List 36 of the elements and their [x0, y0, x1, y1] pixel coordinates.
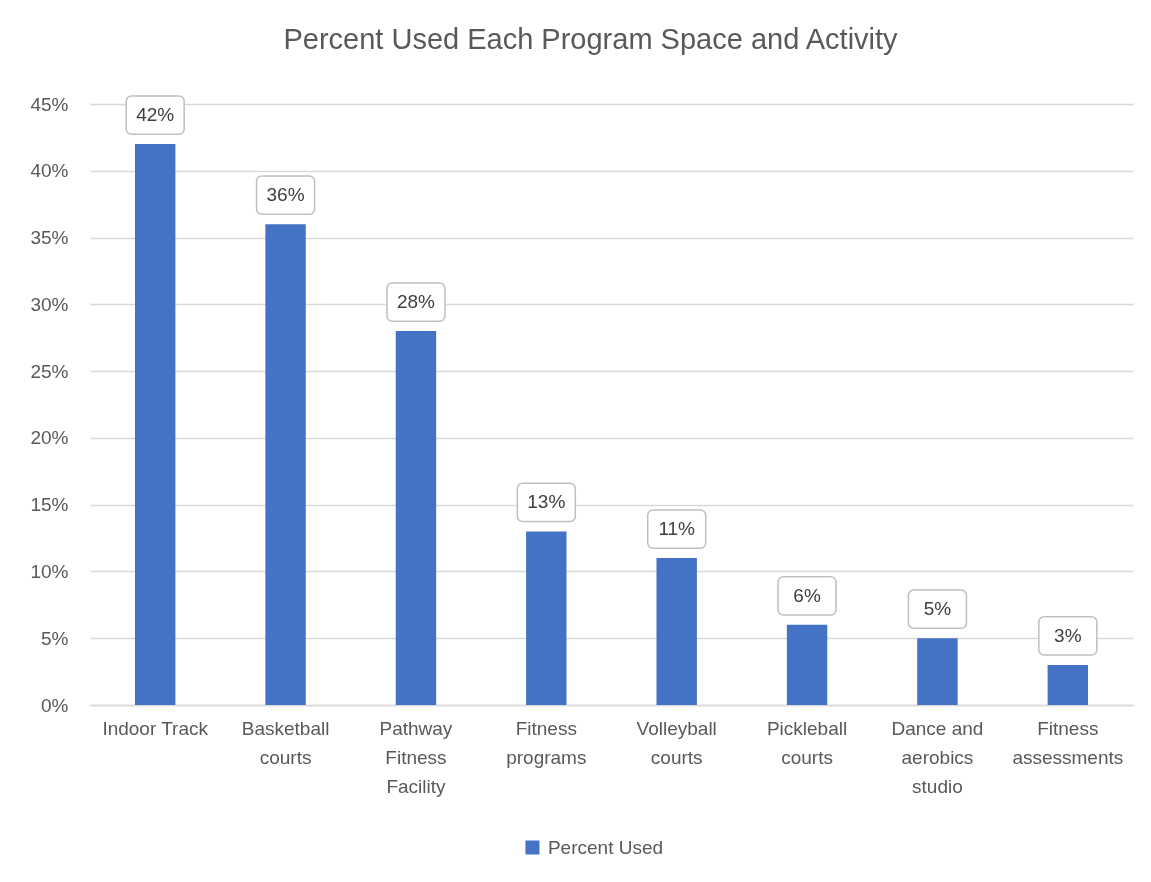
data-label: 36%: [266, 184, 305, 206]
y-tick-label: 0%: [41, 694, 69, 716]
legend-label: Percent Used: [547, 836, 664, 858]
y-tick-label: 20%: [30, 427, 69, 449]
y-tick-label: 5%: [41, 627, 69, 649]
y-tick-label: 35%: [30, 227, 69, 249]
x-tick-label: Pickleball courts: [766, 717, 848, 768]
bar: [526, 531, 567, 705]
data-label: 13%: [527, 491, 566, 513]
chart-title: Percent Used Each Program Space and Activity: [283, 22, 899, 55]
x-tick-label: Volleyball courts: [636, 717, 717, 768]
data-label: 28%: [396, 291, 436, 313]
data-label: 42%: [136, 104, 175, 126]
bar: [786, 624, 828, 705]
data-label: 6%: [793, 584, 821, 606]
x-tick-label: Indoor Track: [102, 717, 209, 739]
x-tick-label: Dance and aerobics studio: [891, 717, 984, 797]
data-label: 5%: [923, 598, 952, 620]
y-tick-label: 40%: [30, 160, 69, 182]
bar: [265, 224, 306, 705]
y-tick-label: 30%: [30, 293, 69, 315]
y-tick-label: 45%: [30, 93, 69, 115]
x-tick-label: Pathway Fitness Facility: [379, 717, 453, 797]
x-tick-label: Basketball courts: [241, 717, 330, 768]
y-tick-label: 10%: [30, 560, 69, 582]
bar: [395, 331, 437, 705]
x-tick-label: Fitness assessments: [1012, 717, 1124, 768]
bar: [917, 638, 958, 705]
bar: [656, 558, 697, 705]
x-tick-label: Fitness programs: [506, 717, 587, 768]
bar: [134, 144, 176, 705]
data-label: 11%: [658, 518, 696, 540]
data-label: 3%: [1054, 624, 1082, 646]
y-tick-label: 25%: [30, 360, 69, 382]
bar: [1047, 664, 1089, 705]
y-tick-label: 15%: [30, 494, 69, 516]
